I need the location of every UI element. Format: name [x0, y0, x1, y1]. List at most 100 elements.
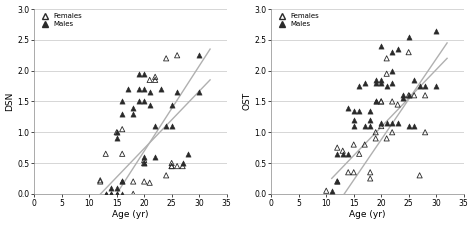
Females [140, 161, 148, 165]
Males [350, 124, 357, 128]
Females [339, 149, 346, 153]
Females [405, 50, 412, 54]
Females [416, 173, 423, 177]
Males [405, 35, 412, 38]
Males [372, 78, 380, 82]
Males [388, 69, 396, 72]
Males [113, 192, 120, 196]
Females [383, 72, 391, 76]
Males [108, 186, 115, 189]
Females [322, 189, 330, 193]
Males [410, 78, 418, 82]
Males [377, 121, 385, 125]
Males [394, 47, 401, 51]
Males [350, 118, 357, 122]
Females [372, 130, 380, 134]
Females [113, 130, 120, 134]
Males [356, 109, 363, 112]
Legend: Females, Males: Females, Males [273, 11, 321, 29]
Males [333, 152, 341, 155]
Males [179, 161, 186, 165]
Males [432, 29, 440, 32]
Males [388, 81, 396, 85]
Females [377, 100, 385, 103]
Males [388, 50, 396, 54]
Males [195, 54, 203, 57]
Males [118, 112, 126, 116]
Males [184, 152, 192, 155]
Males [405, 124, 412, 128]
Males [135, 100, 143, 103]
Males [405, 93, 412, 97]
Females [151, 75, 159, 79]
Females [151, 78, 159, 82]
Females [146, 78, 154, 82]
Females [140, 158, 148, 162]
Females [421, 93, 429, 97]
Males [113, 137, 120, 140]
Males [356, 84, 363, 88]
Males [118, 180, 126, 183]
Males [157, 87, 164, 91]
Females [366, 177, 374, 180]
Males [372, 100, 380, 103]
Males [394, 121, 401, 125]
Females [129, 192, 137, 196]
Females [345, 171, 352, 174]
Males [140, 72, 148, 76]
Males [151, 155, 159, 159]
Females [102, 152, 109, 155]
Females [118, 127, 126, 131]
Males [195, 90, 203, 94]
Males [140, 100, 148, 103]
Males [372, 100, 380, 103]
Females [361, 143, 368, 146]
Females [173, 164, 181, 168]
Males [163, 124, 170, 128]
X-axis label: Age (yr): Age (yr) [349, 210, 386, 219]
Males [400, 93, 407, 97]
Males [129, 106, 137, 109]
Males [328, 189, 336, 193]
Males [140, 155, 148, 159]
Males [108, 192, 115, 196]
Females [377, 100, 385, 103]
Females [173, 54, 181, 57]
Males [383, 121, 391, 125]
Females [405, 93, 412, 97]
X-axis label: Age (yr): Age (yr) [112, 210, 149, 219]
Females [168, 164, 175, 168]
Males [345, 106, 352, 109]
Males [146, 103, 154, 106]
Females [96, 178, 104, 182]
Females [372, 137, 380, 140]
Y-axis label: DSN: DSN [6, 92, 15, 111]
Females [333, 180, 341, 183]
Females [129, 180, 137, 183]
Males [118, 180, 126, 183]
Males [113, 130, 120, 134]
Males [108, 192, 115, 196]
Males [140, 161, 148, 165]
Males [366, 109, 374, 112]
Females [377, 124, 385, 128]
Females [383, 137, 391, 140]
Females [388, 130, 396, 134]
Males [339, 152, 346, 155]
Females [179, 164, 186, 168]
Females [410, 93, 418, 97]
Females [350, 143, 357, 146]
Females [356, 152, 363, 155]
Males [361, 124, 368, 128]
Males [146, 90, 154, 94]
Females [168, 164, 175, 168]
Females [333, 146, 341, 149]
Males [377, 78, 385, 82]
Males [388, 121, 396, 125]
Males [168, 103, 175, 106]
Males [416, 84, 423, 88]
Males [432, 84, 440, 88]
Males [410, 124, 418, 128]
Females [394, 103, 401, 106]
Females [421, 130, 429, 134]
